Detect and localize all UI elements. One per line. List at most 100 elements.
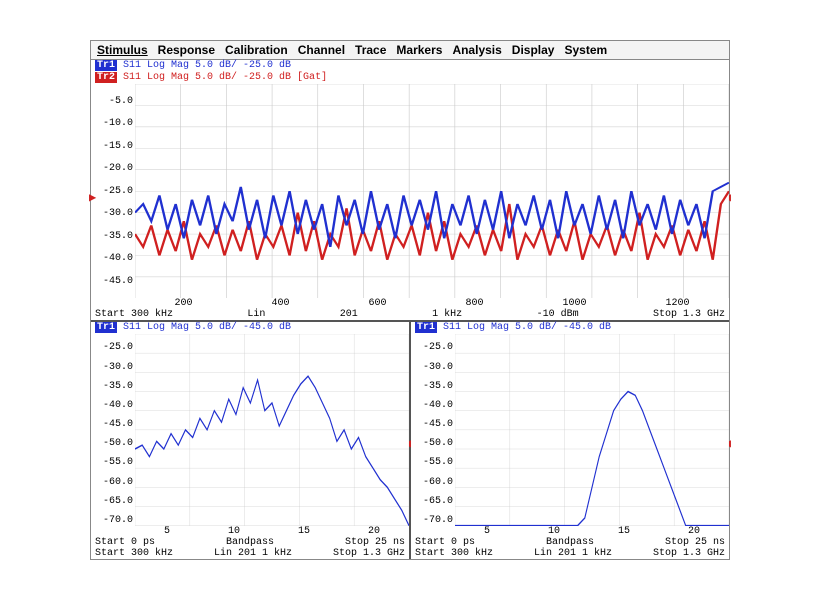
yaxis-br: -25.0 -30.0 -35.0 -40.0 -45.0 -50.0 -55.0 -60.0… <box>411 334 455 526</box>
footer-item: -10 dBm <box>537 309 579 320</box>
ytick: -25.0 <box>91 186 133 197</box>
ytick: -60.0 <box>91 477 133 488</box>
ytick: -25.0 <box>411 342 453 353</box>
footer-br-1: Start 0 ps Bandpass Stop 25 ns <box>411 537 729 548</box>
trace1-id-br: Tr1 <box>415 322 437 333</box>
trace-labels-br: Tr1 S11 Log Mag 5.0 dB/ -45.0 dB <box>411 322 729 334</box>
footer-item: Bandpass <box>226 537 274 548</box>
xtick: 200 <box>174 298 192 309</box>
plot-wrap-bl: -25.0 -30.0 -35.0 -40.0 -45.0 -50.0 -55.0 -60.0… <box>91 334 409 526</box>
ytick: -25.0 <box>91 342 133 353</box>
trace1-text-bl: S11 Log Mag 5.0 dB/ -45.0 dB <box>123 322 291 333</box>
ytick: -65.0 <box>91 496 133 507</box>
plot-wrap-br: -25.0 -30.0 -35.0 -40.0 -45.0 -50.0 -55.0 -60.0… <box>411 334 729 526</box>
plot-top[interactable] <box>135 84 729 298</box>
menu-analysis[interactable]: Analysis <box>452 43 501 57</box>
ytick: -40.0 <box>411 400 453 411</box>
menu-calibration[interactable]: Calibration <box>225 43 288 57</box>
trace1-text-br: S11 Log Mag 5.0 dB/ -45.0 dB <box>443 322 611 333</box>
ytick: -20.0 <box>91 163 133 174</box>
footer-item: Lin <box>247 309 265 320</box>
footer-bl-1: Start 0 ps Bandpass Stop 25 ns <box>91 537 409 548</box>
menu-response[interactable]: Response <box>158 43 215 57</box>
xtick: 5 <box>484 526 490 537</box>
ytick: -45.0 <box>91 276 133 287</box>
ytick: -5.0 <box>91 96 133 107</box>
footer-item: Stop 25 ns <box>345 537 405 548</box>
footer-item: 201 <box>340 309 358 320</box>
xtick: 1000 <box>562 298 586 309</box>
trace-labels-bl: Tr1 S11 Log Mag 5.0 dB/ -45.0 dB <box>91 322 409 334</box>
footer-item: Lin 201 1 kHz <box>534 548 612 559</box>
chart-row-bottom: Tr1 S11 Log Mag 5.0 dB/ -45.0 dB ◀ -25.0… <box>91 322 729 559</box>
chart-top: Tr1 S11 Log Mag 5.0 dB/ -25.0 dB Tr2 S11… <box>91 60 729 322</box>
ytick: -45.0 <box>91 419 133 430</box>
ytick: -30.0 <box>411 362 453 373</box>
plot-bl[interactable] <box>135 334 409 526</box>
menu-stimulus[interactable]: Stimulus <box>97 43 148 57</box>
ytick: -50.0 <box>91 438 133 449</box>
ytick: -55.0 <box>91 457 133 468</box>
footer-item: Start 300 kHz <box>415 548 493 559</box>
menu-markers[interactable]: Markers <box>396 43 442 57</box>
trace1-id-bl: Tr1 <box>95 322 117 333</box>
ytick: -10.0 <box>91 118 133 129</box>
ytick: -40.0 <box>91 253 133 264</box>
footer-bl-2: Start 300 kHzLin 201 1 kHzStop 1.3 GHz <box>91 548 409 559</box>
ytick: -45.0 <box>411 419 453 430</box>
plot-br[interactable] <box>455 334 729 526</box>
xtick: 15 <box>618 526 630 537</box>
ytick: -65.0 <box>411 496 453 507</box>
xtick: 20 <box>368 526 380 537</box>
xtick: 5 <box>164 526 170 537</box>
menu-trace[interactable]: Trace <box>355 43 386 57</box>
xtick: 20 <box>688 526 700 537</box>
yaxis-bl: -25.0 -30.0 -35.0 -40.0 -45.0 -50.0 -55.0 -60.0… <box>91 334 135 526</box>
footer-item: Lin 201 1 kHz <box>214 548 292 559</box>
chart-bottom-left: Tr1 S11 Log Mag 5.0 dB/ -45.0 dB ◀ -25.0… <box>91 322 411 559</box>
ytick: -30.0 <box>91 362 133 373</box>
ytick: -30.0 <box>91 208 133 219</box>
ytick: -50.0 <box>411 438 453 449</box>
trace1-text: S11 Log Mag 5.0 dB/ -25.0 dB <box>123 60 291 71</box>
trace2-id: Tr2 <box>95 72 117 83</box>
footer-item: Start 0 ps <box>95 537 155 548</box>
xtick: 800 <box>465 298 483 309</box>
footer-item: Stop 1.3 GHz <box>653 548 725 559</box>
app-root: Stimulus Response Calibration Channel Trace M… <box>0 0 820 600</box>
plot-wrap-top: -5.0-10.0-15.0-20.0-25.0-30.0-35.0-40.0-… <box>91 84 729 298</box>
ytick: -15.0 <box>91 141 133 152</box>
xtick: 10 <box>548 526 560 537</box>
menu-system[interactable]: System <box>564 43 607 57</box>
marker-left-arrow: ▶ <box>89 190 96 205</box>
xtick: 10 <box>228 526 240 537</box>
footer-item: 1 kHz <box>432 309 462 320</box>
ytick: -70.0 <box>91 515 133 526</box>
xaxis-br: 5 10 15 20 <box>411 526 729 537</box>
chart-bottom-right: Tr1 S11 Log Mag 5.0 dB/ -45.0 dB ◀ -25.0… <box>411 322 729 559</box>
yaxis-top: -5.0-10.0-15.0-20.0-25.0-30.0-35.0-40.0-… <box>91 84 135 298</box>
footer-item: Bandpass <box>546 537 594 548</box>
ytick: -55.0 <box>411 457 453 468</box>
menu-channel[interactable]: Channel <box>298 43 345 57</box>
menu-bar: Stimulus Response Calibration Channel Trace M… <box>91 41 729 60</box>
xtick: 600 <box>368 298 386 309</box>
trace2-text: S11 Log Mag 5.0 dB/ -25.0 dB [Gat] <box>123 72 327 83</box>
analyzer-window: Stimulus Response Calibration Channel Trace M… <box>90 40 730 560</box>
xtick: 400 <box>271 298 289 309</box>
ytick: -35.0 <box>91 381 133 392</box>
ytick: -35.0 <box>411 381 453 392</box>
ytick: -70.0 <box>411 515 453 526</box>
trace-labels-top: Tr1 S11 Log Mag 5.0 dB/ -25.0 dB Tr2 S11… <box>91 60 729 84</box>
footer-item: Start 0 ps <box>415 537 475 548</box>
ytick: -60.0 <box>411 477 453 488</box>
footer-item: Start 300 kHz <box>95 309 173 320</box>
xaxis-top: 20040060080010001200 <box>91 298 729 309</box>
footer-br-2: Start 300 kHz Lin 201 1 kHz Stop 1.3 GHz <box>411 548 729 559</box>
xtick: 15 <box>298 526 310 537</box>
ytick: -40.0 <box>91 400 133 411</box>
footer-item: Stop 1.3 GHz <box>653 309 725 320</box>
footer-item: Stop 25 ns <box>665 537 725 548</box>
menu-display[interactable]: Display <box>512 43 555 57</box>
trace1-id: Tr1 <box>95 60 117 71</box>
